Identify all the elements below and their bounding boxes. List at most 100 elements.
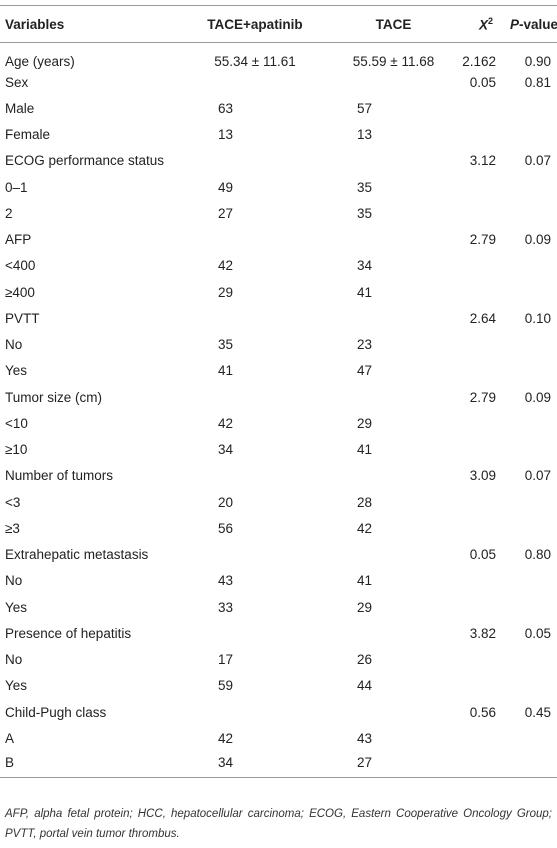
cell-value [325, 542, 462, 568]
cell-value: 35 [357, 179, 373, 195]
table-row: <10 42 29 [0, 410, 557, 436]
cell-value [462, 489, 510, 515]
column-header: TACE [375, 16, 412, 32]
cell-value [510, 752, 557, 778]
cell-value: 0.09 [524, 232, 551, 248]
cell-value [462, 332, 510, 358]
cell-value: 44 [357, 678, 373, 694]
row-label: ≥10 [5, 442, 28, 458]
cell-value: 41 [357, 284, 373, 300]
cell-value [325, 227, 462, 253]
row-label: Tumor size (cm) [5, 389, 102, 405]
header-text: -value [519, 16, 557, 32]
cell-value [510, 200, 557, 226]
cell-value: 59 [218, 678, 234, 694]
column-header: Variables [5, 16, 65, 32]
cell-value [462, 253, 510, 279]
cell-value: 17 [218, 652, 234, 668]
row-label: Number of tumors [5, 468, 114, 484]
cell-value: 13 [218, 127, 234, 143]
column-header: TACE+apatinib [207, 16, 303, 32]
cell-value: 49 [218, 179, 234, 195]
table-row: No 17 26 [0, 647, 557, 673]
table-row: Tumor size (cm) 2.79 0.09 [0, 384, 557, 410]
cell-value [510, 515, 557, 541]
table-row: <3 20 28 [0, 489, 557, 515]
table-row: Male 63 57 [0, 95, 557, 121]
row-label: 2 [5, 205, 13, 221]
table-row: Female 13 13 [0, 122, 557, 148]
cell-value [462, 279, 510, 305]
cell-value: 34 [218, 442, 234, 458]
row-label: <400 [5, 258, 36, 274]
table-row: Number of tumors 3.09 0.07 [0, 463, 557, 489]
cell-value [462, 725, 510, 751]
row-label: Child-Pugh class [5, 704, 107, 720]
cell-value [325, 463, 462, 489]
cell-value [510, 437, 557, 463]
table-row: Sex 0.05 0.81 [0, 69, 557, 95]
footnote: AFP, alpha fetal protein; HCC, hepatocel… [5, 808, 552, 840]
cell-value [462, 752, 510, 778]
cell-value [325, 384, 462, 410]
cell-value [185, 384, 325, 410]
cell-value [510, 358, 557, 384]
table-row: No 35 23 [0, 332, 557, 358]
table-row: 0–1 49 35 [0, 174, 557, 200]
table-row: <400 42 34 [0, 253, 557, 279]
cell-value: 33 [218, 599, 234, 615]
cell-value: 0.45 [524, 704, 551, 720]
cell-value [185, 148, 325, 174]
cell-value: 35 [218, 337, 234, 353]
cell-value [462, 174, 510, 200]
cell-value: 2.79 [469, 232, 496, 248]
cell-value: 34 [218, 755, 234, 771]
row-label: ECOG performance status [5, 153, 165, 169]
table-row: Yes 33 29 [0, 594, 557, 620]
cell-value: 42 [218, 730, 234, 746]
table-row: Extrahepatic metastasis 0.05 0.80 [0, 542, 557, 568]
row-label: No [5, 652, 23, 668]
cell-value: 23 [357, 337, 373, 353]
cell-value: 42 [218, 258, 234, 274]
row-label: Age (years) [5, 54, 75, 69]
cell-value [510, 332, 557, 358]
cell-value [185, 305, 325, 331]
cell-value [462, 437, 510, 463]
cell-value: 57 [357, 100, 373, 116]
cell-value: 13 [357, 127, 373, 143]
table-row: PVTT 2.64 0.10 [0, 305, 557, 331]
table-row: No 43 41 [0, 568, 557, 594]
cell-value: 2.162 [462, 54, 496, 69]
cell-value [462, 647, 510, 673]
table-row: B 34 27 [0, 752, 557, 778]
row-label: 0–1 [5, 179, 28, 195]
cell-value [462, 594, 510, 620]
cell-value: 0.80 [524, 547, 551, 563]
header-sup: 2 [488, 15, 494, 26]
cell-value: 0.07 [524, 468, 551, 484]
cell-value [510, 725, 557, 751]
cell-value: 0.81 [524, 74, 551, 90]
cell-value [462, 673, 510, 699]
table-row: Yes 41 47 [0, 358, 557, 384]
cell-value [185, 699, 325, 725]
cell-value: 42 [357, 520, 373, 536]
header-italic: X [478, 17, 488, 33]
cell-value: 0.05 [524, 625, 551, 641]
cell-value [462, 568, 510, 594]
cell-value: 41 [218, 363, 234, 379]
cell-value [325, 69, 462, 95]
cell-value [510, 647, 557, 673]
cell-value [185, 227, 325, 253]
cell-value: 63 [218, 100, 234, 116]
cell-value [462, 358, 510, 384]
row-label: Presence of hepatitis [5, 625, 132, 641]
cell-value [510, 95, 557, 121]
table-row: Child-Pugh class 0.56 0.45 [0, 699, 557, 725]
cell-value: 0.56 [469, 704, 496, 720]
cell-value: 27 [357, 755, 373, 771]
cell-value: 47 [357, 363, 373, 379]
row-label: A [5, 730, 15, 746]
table-row: AFP 2.79 0.09 [0, 227, 557, 253]
